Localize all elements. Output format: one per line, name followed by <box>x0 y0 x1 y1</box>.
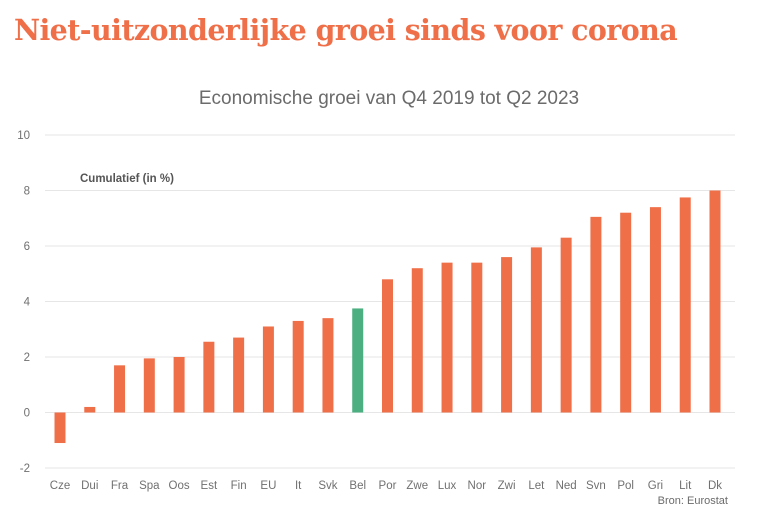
bar-por <box>382 279 393 413</box>
y-tick-label: 8 <box>24 186 30 198</box>
bar-gri <box>649 207 661 413</box>
x-tick-label: Lux <box>438 480 457 492</box>
x-tick-label: Cze <box>50 480 70 492</box>
bar-cze <box>54 412 66 444</box>
bars <box>54 190 721 444</box>
x-tick-label: Zwi <box>498 480 516 492</box>
bar-let <box>530 247 542 413</box>
x-tick-label: Est <box>201 480 218 492</box>
x-tick-label: Nor <box>468 480 487 492</box>
x-tick-label: Por <box>379 480 397 492</box>
bar-svn <box>590 216 602 413</box>
chart-annotation: Cumulatief (in %) <box>80 173 174 185</box>
bar-zwi <box>501 257 513 413</box>
x-tick-label: Zwe <box>406 480 428 492</box>
bar-fra <box>114 365 126 413</box>
x-tick-label: Dk <box>708 480 722 492</box>
bar-fin <box>233 337 245 413</box>
x-tick-label: Dui <box>81 480 98 492</box>
y-tick-label: 2 <box>24 352 30 364</box>
x-tick-label: It <box>295 480 302 492</box>
y-tick-label: 10 <box>17 130 30 142</box>
bar-nor <box>471 262 483 413</box>
x-tick-label: Pol <box>617 480 634 492</box>
bar-pol <box>620 212 632 413</box>
y-tick-label: 6 <box>24 241 30 253</box>
chart-title: Economische groei van Q4 2019 tot Q2 202… <box>198 88 580 109</box>
y-tick-label: -2 <box>20 463 30 475</box>
bar-eu <box>262 326 274 413</box>
bar-lit <box>679 197 691 413</box>
x-tick-label: Oos <box>169 480 190 492</box>
bar-ned <box>560 237 572 413</box>
y-tick-label: 0 <box>24 408 30 420</box>
x-tick-label: Fin <box>231 480 247 492</box>
bar-svk <box>322 318 334 413</box>
bar-dk <box>709 190 721 413</box>
x-tick-label: Gri <box>648 480 663 492</box>
x-tick-label: Spa <box>139 480 160 492</box>
x-tick-label: Svn <box>586 480 606 492</box>
bar-oos <box>173 357 185 413</box>
bar-bel <box>352 308 364 413</box>
bar-dui <box>84 406 96 413</box>
bar-spa <box>143 358 155 413</box>
x-tick-label: Ned <box>556 480 577 492</box>
y-axis-ticks: -2 0 2 4 6 8 10 <box>17 130 30 475</box>
x-tick-label: Let <box>528 480 545 492</box>
bar-zwe <box>411 268 423 413</box>
x-tick-label: Bel <box>349 480 366 492</box>
x-axis-ticks: Cze Dui Fra Spa Oos Est Fin EU It Svk Bel Por Zwe Lux… <box>50 480 723 492</box>
bar-it <box>292 320 304 413</box>
headline: Niet-uitzonderlijke groei sinds voor cor… <box>14 13 678 47</box>
x-tick-label: Fra <box>111 480 129 492</box>
bar-est <box>203 341 215 413</box>
x-tick-label: Lit <box>679 480 692 492</box>
x-tick-label: EU <box>260 480 276 492</box>
y-tick-label: 4 <box>24 297 31 309</box>
bar-lux <box>441 262 453 413</box>
source-note: Bron: Eurostat <box>657 495 728 507</box>
x-tick-label: Svk <box>318 480 337 492</box>
